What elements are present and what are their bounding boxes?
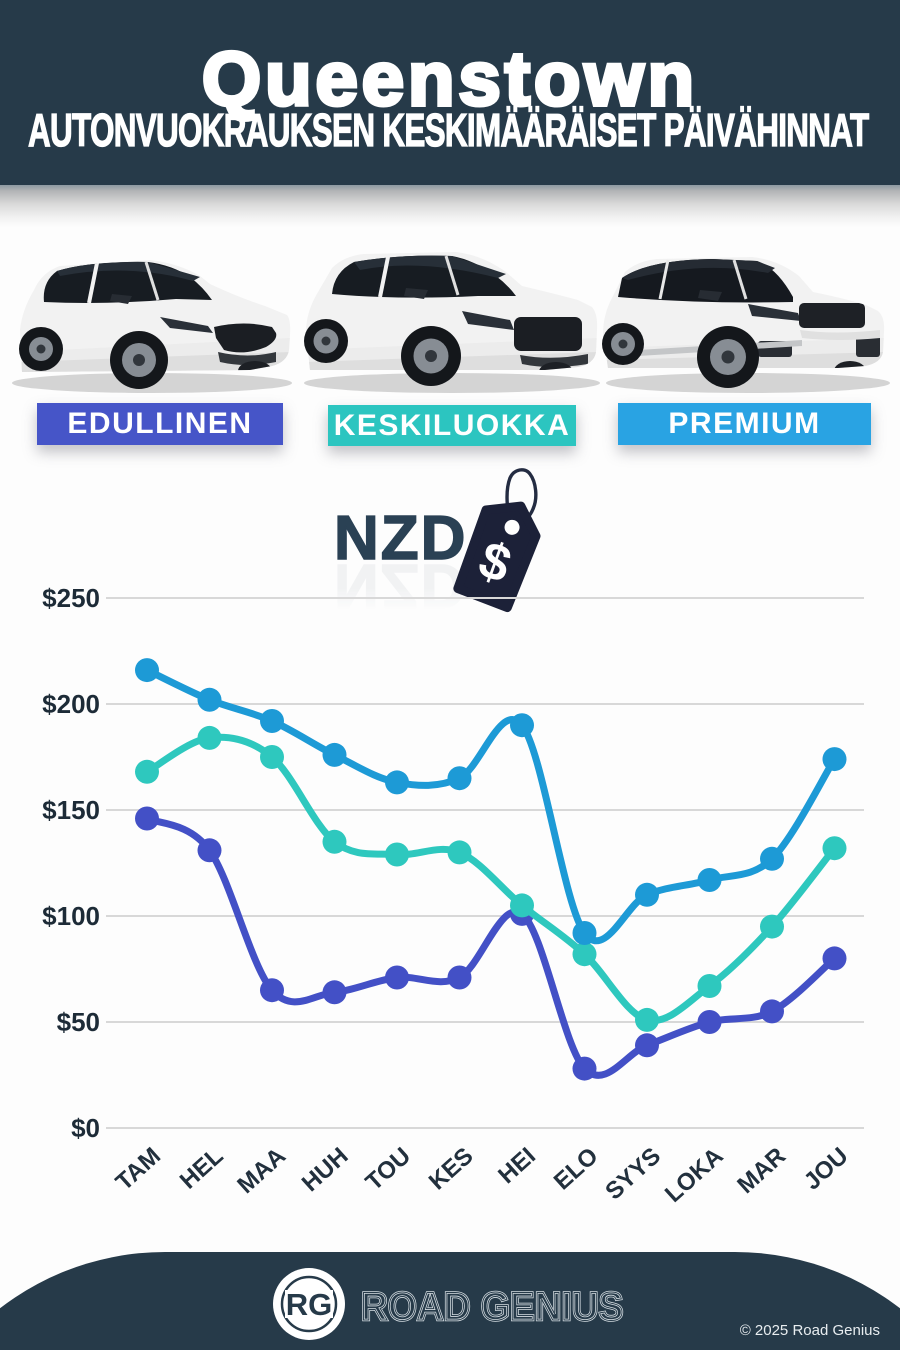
svg-text:HEL: HEL xyxy=(175,1142,229,1194)
svg-text:MAR: MAR xyxy=(732,1142,791,1199)
svg-text:KES: KES xyxy=(424,1142,479,1195)
svg-text:$250: $250 xyxy=(42,583,100,613)
svg-text:MAA: MAA xyxy=(232,1142,291,1199)
svg-text:$200: $200 xyxy=(42,689,100,719)
svg-text:$150: $150 xyxy=(42,795,100,825)
svg-text:ELO: ELO xyxy=(549,1142,604,1195)
svg-text:JOU: JOU xyxy=(799,1142,854,1195)
svg-text:HEI: HEI xyxy=(493,1142,541,1189)
svg-text:TOU: TOU xyxy=(361,1142,416,1196)
svg-text:LOKA: LOKA xyxy=(660,1142,729,1208)
svg-text:SYYS: SYYS xyxy=(600,1142,666,1205)
svg-text:HUH: HUH xyxy=(297,1142,354,1197)
svg-text:RG: RG xyxy=(286,1287,333,1322)
svg-text:$0: $0 xyxy=(71,1113,100,1143)
svg-text:$50: $50 xyxy=(57,1007,100,1037)
svg-text:$100: $100 xyxy=(42,901,100,931)
svg-text:TAM: TAM xyxy=(111,1142,166,1196)
